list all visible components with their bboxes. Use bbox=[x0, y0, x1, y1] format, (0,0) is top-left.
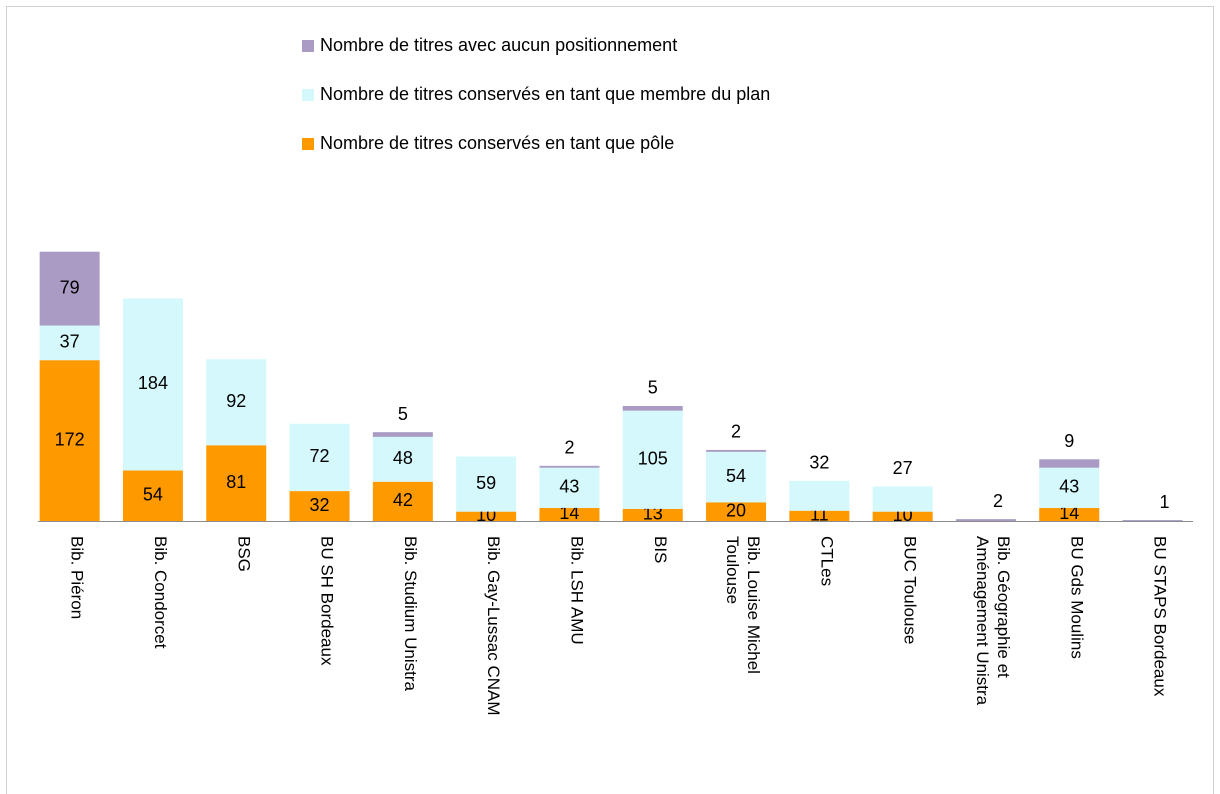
data-label: 32 bbox=[809, 453, 829, 473]
data-label: 72 bbox=[310, 446, 330, 466]
bar-segment bbox=[872, 486, 933, 512]
data-label: 2 bbox=[993, 491, 1003, 511]
bar-segment bbox=[372, 436, 433, 482]
bar-segment bbox=[456, 456, 517, 512]
x-tick-label: BIS bbox=[650, 536, 669, 563]
data-label: 184 bbox=[138, 373, 168, 393]
data-label: 2 bbox=[564, 438, 574, 458]
bar-segment bbox=[622, 410, 683, 509]
bar-segment bbox=[789, 510, 850, 521]
data-label: 5 bbox=[648, 378, 658, 398]
bar-segment bbox=[1122, 520, 1183, 521]
bar-segment bbox=[289, 491, 350, 521]
bar-segment bbox=[1039, 507, 1100, 521]
data-label: 43 bbox=[1059, 477, 1079, 497]
bar-segment bbox=[622, 508, 683, 521]
data-label: 54 bbox=[143, 485, 163, 505]
x-tick-label: BU Gds Moulins bbox=[1067, 536, 1086, 659]
x-tick-label: BU STAPS Bordeaux bbox=[1150, 536, 1169, 697]
data-label: 14 bbox=[559, 503, 579, 523]
x-tick-label: CTLes bbox=[817, 536, 836, 586]
data-label: 5 bbox=[398, 404, 408, 424]
bar-segment bbox=[1039, 467, 1100, 508]
bar-segment bbox=[789, 480, 850, 511]
data-label: 1 bbox=[1160, 492, 1170, 512]
chart-frame bbox=[6, 6, 1214, 794]
x-tick-label: Bib. Gay-Lussac CNAM bbox=[484, 536, 503, 716]
legend-label: Nombre de titres conservés en tant que m… bbox=[320, 84, 770, 104]
data-label: 37 bbox=[60, 332, 80, 352]
legend-label: Nombre de titres conservés en tant que p… bbox=[320, 133, 674, 153]
bar-segment bbox=[539, 507, 600, 521]
x-tick-label: Bib. Piéron bbox=[67, 536, 86, 619]
x-tick-label: Bib. LSH AMU bbox=[567, 536, 586, 645]
data-label: 27 bbox=[893, 458, 913, 478]
bar-segment bbox=[539, 465, 600, 468]
data-label: 2 bbox=[731, 422, 741, 442]
data-label: 20 bbox=[726, 500, 746, 520]
x-tick-label: BU SH Bordeaux bbox=[317, 536, 336, 666]
data-label: 59 bbox=[476, 473, 496, 493]
bar-segment bbox=[122, 470, 183, 521]
bar-segment bbox=[122, 298, 183, 471]
legend-label: Nombre de titres avec aucun positionneme… bbox=[320, 35, 677, 55]
x-tick-label: Bib. Géographie etAménagement Unistra bbox=[972, 536, 1012, 706]
data-label: 92 bbox=[226, 391, 246, 411]
bar-segment bbox=[456, 511, 517, 521]
data-label: 172 bbox=[55, 429, 85, 449]
data-label: 14 bbox=[1059, 503, 1079, 523]
data-label: 9 bbox=[1064, 431, 1074, 451]
bar-segment bbox=[39, 360, 100, 521]
data-label: 81 bbox=[226, 472, 246, 492]
data-label: 54 bbox=[726, 466, 746, 486]
x-tick-label: Bib. Condorcet bbox=[150, 536, 169, 649]
data-label: 43 bbox=[559, 477, 579, 497]
bar-segment bbox=[206, 445, 267, 521]
bar-segment bbox=[706, 451, 767, 503]
x-tick-label: Bib. Studium Unistra bbox=[400, 536, 419, 691]
bar-segment bbox=[372, 432, 433, 437]
bar-segment bbox=[39, 325, 100, 361]
bar-segment bbox=[872, 511, 933, 521]
x-tick-label: BSG bbox=[234, 536, 253, 572]
x-tick-label: BUC Toulouse bbox=[900, 536, 919, 644]
bar-segment bbox=[706, 502, 767, 521]
bar-segment bbox=[289, 423, 350, 492]
legend-swatch bbox=[302, 138, 314, 150]
data-label: 105 bbox=[638, 449, 668, 469]
data-label: 42 bbox=[393, 490, 413, 510]
bar-segment bbox=[955, 519, 1016, 521]
legend-swatch bbox=[302, 89, 314, 101]
data-label: 48 bbox=[393, 448, 413, 468]
bar-segment bbox=[1039, 459, 1100, 468]
bar-segment bbox=[622, 405, 683, 411]
data-label: 79 bbox=[60, 277, 80, 297]
x-tick-label: Bib. Louise MichelToulouse bbox=[723, 536, 763, 674]
bar-segment bbox=[706, 449, 767, 452]
bar-segment bbox=[372, 481, 433, 521]
data-label: 32 bbox=[310, 495, 330, 515]
bar-segment bbox=[539, 467, 600, 508]
bar-segment bbox=[206, 359, 267, 446]
bar-segment bbox=[39, 251, 100, 326]
legend-swatch bbox=[302, 40, 314, 52]
